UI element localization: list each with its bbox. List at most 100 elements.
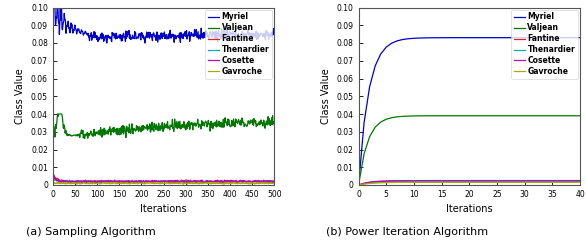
Legend: Myriel, Valjean, Fantine, Thenardier, Cosette, Gavroche: Myriel, Valjean, Fantine, Thenardier, Co… bbox=[205, 10, 272, 79]
Fantine bbox=[532, 180, 539, 182]
Fantine bbox=[565, 180, 573, 182]
Line: Cosette: Cosette bbox=[53, 176, 274, 183]
Myriel bbox=[521, 36, 528, 39]
Cosette bbox=[170, 180, 177, 183]
Gavroche bbox=[355, 184, 362, 186]
Fantine bbox=[538, 180, 545, 182]
Cosette bbox=[449, 179, 456, 182]
Valjean bbox=[488, 114, 495, 117]
Fantine bbox=[50, 172, 57, 176]
Fantine bbox=[355, 184, 362, 186]
Cosette bbox=[410, 179, 417, 182]
Myriel bbox=[421, 36, 428, 40]
Fantine bbox=[432, 180, 440, 182]
Myriel bbox=[444, 36, 451, 39]
Valjean bbox=[477, 114, 484, 117]
Thenardier bbox=[432, 180, 440, 183]
Cosette bbox=[50, 174, 57, 178]
Myriel bbox=[410, 37, 417, 40]
Fantine bbox=[521, 180, 528, 182]
Myriel bbox=[267, 33, 274, 36]
Valjean bbox=[532, 114, 539, 117]
Gavroche bbox=[394, 181, 401, 184]
Myriel bbox=[271, 29, 278, 32]
Myriel bbox=[377, 52, 384, 56]
Gavroche bbox=[527, 181, 534, 184]
Myriel bbox=[466, 36, 473, 39]
Myriel bbox=[493, 36, 500, 39]
Cosette bbox=[554, 179, 561, 182]
Gavroche bbox=[560, 181, 567, 184]
Gavroche bbox=[505, 181, 512, 184]
Valjean bbox=[54, 112, 61, 116]
Valjean bbox=[366, 135, 373, 138]
Line: Thenardier: Thenardier bbox=[53, 179, 274, 183]
Valjean bbox=[377, 120, 384, 124]
Cosette bbox=[455, 179, 462, 182]
Cosette bbox=[499, 179, 506, 182]
Myriel bbox=[394, 39, 401, 42]
Gavroche bbox=[493, 181, 500, 184]
Thenardier bbox=[516, 180, 523, 183]
Cosette bbox=[267, 179, 274, 182]
Cosette bbox=[560, 179, 567, 182]
Thenardier bbox=[505, 180, 512, 183]
Gavroche bbox=[271, 182, 278, 184]
Cosette bbox=[488, 179, 495, 182]
Fantine bbox=[527, 180, 534, 182]
Valjean bbox=[449, 114, 456, 117]
Valjean bbox=[156, 129, 163, 132]
Gavroche bbox=[182, 182, 189, 185]
Myriel bbox=[170, 34, 177, 37]
Gavroche bbox=[156, 181, 163, 184]
Gavroche bbox=[577, 181, 584, 184]
Fantine bbox=[449, 180, 456, 182]
Cosette bbox=[571, 179, 578, 182]
Thenardier bbox=[477, 180, 484, 183]
Myriel bbox=[565, 36, 573, 39]
Thenardier bbox=[377, 181, 384, 184]
Fantine bbox=[271, 179, 278, 182]
Cosette bbox=[156, 180, 163, 182]
Valjean bbox=[554, 114, 561, 117]
Myriel bbox=[471, 36, 478, 39]
Fantine bbox=[405, 180, 412, 183]
Cosette bbox=[482, 179, 489, 182]
Cosette bbox=[543, 179, 550, 182]
Gavroche bbox=[377, 181, 384, 184]
Myriel bbox=[355, 184, 362, 186]
Cosette bbox=[510, 179, 517, 182]
Cosette bbox=[355, 184, 362, 186]
Thenardier bbox=[394, 180, 401, 184]
Myriel bbox=[488, 36, 495, 39]
Gavroche bbox=[532, 181, 539, 184]
Gavroche bbox=[466, 181, 473, 184]
Myriel bbox=[372, 64, 379, 68]
Cosette bbox=[405, 179, 412, 182]
Thenardier bbox=[571, 180, 578, 183]
Valjean bbox=[427, 114, 434, 117]
Thenardier bbox=[493, 180, 500, 183]
Thenardier bbox=[372, 181, 379, 184]
Myriel bbox=[505, 36, 512, 39]
Valjean bbox=[182, 124, 189, 126]
Thenardier bbox=[538, 180, 545, 183]
Gavroche bbox=[432, 181, 440, 184]
Gavroche bbox=[155, 181, 162, 184]
Myriel bbox=[232, 25, 239, 28]
Valjean bbox=[355, 184, 362, 186]
Thenardier bbox=[267, 180, 274, 182]
Valjean bbox=[493, 114, 500, 117]
Thenardier bbox=[405, 180, 412, 183]
Cosette bbox=[157, 180, 164, 183]
Valjean bbox=[155, 122, 162, 125]
Thenardier bbox=[460, 180, 467, 183]
Fantine bbox=[455, 180, 462, 182]
Cosette bbox=[91, 182, 98, 185]
Line: Thenardier: Thenardier bbox=[359, 182, 580, 185]
Gavroche bbox=[460, 181, 467, 184]
Gavroche bbox=[231, 181, 239, 184]
Myriel bbox=[383, 46, 390, 48]
Valjean bbox=[571, 114, 578, 117]
Fantine bbox=[231, 180, 239, 183]
